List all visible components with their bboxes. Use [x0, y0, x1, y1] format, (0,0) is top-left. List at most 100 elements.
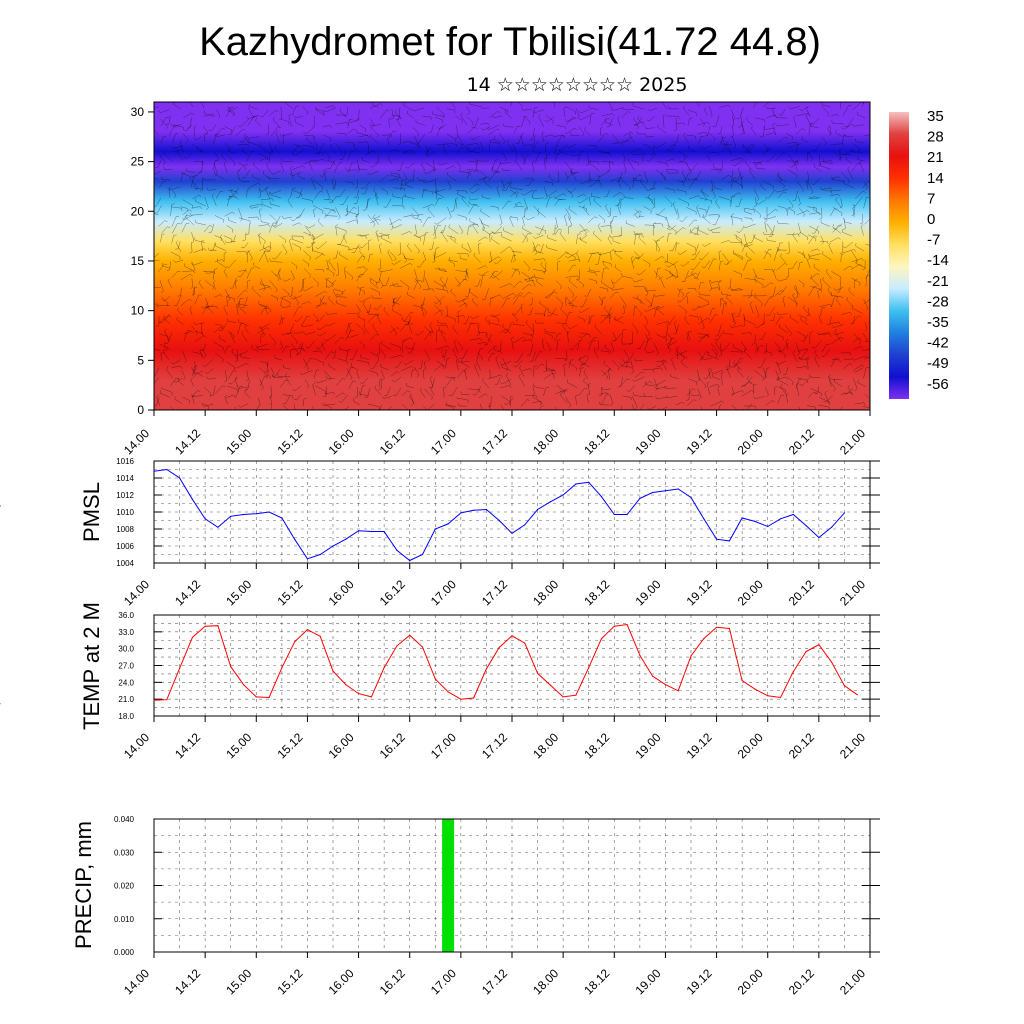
- pmsl-point: [805, 525, 807, 527]
- heatmap-x-tick-label: 19.00: [632, 426, 663, 457]
- pmsl-x-tick-label: 18.12: [581, 577, 612, 608]
- temp-point: [421, 646, 424, 648]
- colorbar-label: 28: [927, 129, 944, 146]
- pmsl-point: [166, 468, 168, 471]
- pmsl-point: [153, 470, 155, 472]
- temp-point: [537, 672, 539, 675]
- heatmap-y-tick-label: 25: [131, 155, 145, 169]
- heatmap-warm-cells: [172, 350, 847, 410]
- heatmap-x-tick-label: 18.12: [581, 426, 612, 457]
- temp-point: [434, 678, 436, 680]
- temp-point: [741, 680, 743, 682]
- pmsl-point: [345, 538, 347, 540]
- pmsl-point: [447, 523, 449, 525]
- pmsl-y-tick-label: 1014: [116, 474, 134, 483]
- temp-point: [204, 625, 206, 627]
- pmsl-point: [792, 513, 794, 516]
- pmsl-point: [473, 509, 475, 511]
- colorbar-label: -21: [927, 273, 949, 290]
- page-subtitle: 14 ☆☆☆☆☆☆☆☆ 2025: [467, 74, 688, 96]
- precip-x-tick-label: 15.00: [223, 966, 254, 997]
- precip-y-axis: 0.040 0.030 0.020 0.010 0.000: [114, 815, 880, 957]
- pmsl-point: [255, 513, 257, 515]
- pmsl-point: [779, 518, 782, 520]
- temp-point: [779, 696, 782, 699]
- temp-point: [485, 668, 487, 670]
- colorbar-label: 0: [927, 211, 935, 228]
- precip-x-tick-label: 21.00: [837, 966, 868, 997]
- temp-point: [447, 691, 449, 693]
- temp-point: [703, 638, 705, 640]
- heatmap-x-tick-label: 17.00: [428, 426, 459, 457]
- temp-point: [358, 693, 360, 695]
- temp-x-tick-label: 15.12: [274, 730, 305, 761]
- temp-x-tick-label: 15.00: [223, 730, 254, 761]
- temp-panel: 36.033.030.027.024.021.018.0 14.00 14.12 1…: [0, 602, 880, 761]
- temp-point: [332, 670, 334, 672]
- pmsl-x-tick-label: 17.00: [428, 577, 459, 608]
- heatmap-y-tick-label: 30: [131, 105, 145, 119]
- colorbar-labels: 35 28 21 14 7 0 -7 -14 -21 -28 -35 -42 -49 -56: [927, 108, 949, 393]
- warm-cell: [377, 350, 438, 410]
- precip-x-tick-label: 14.00: [121, 966, 152, 997]
- temp-point: [677, 690, 679, 692]
- heatmap-x-tick-label: 17.12: [479, 426, 510, 457]
- heatmap-y-axis: 0 5 10 15 20 25 30: [131, 105, 154, 417]
- temp-point: [767, 695, 769, 697]
- colorbar-label: -56: [927, 376, 949, 393]
- pmsl-series: [0, 468, 846, 562]
- pmsl-x-tick-label: 19.00: [632, 577, 663, 608]
- pmsl-line: [153, 468, 845, 562]
- temp-y-tick-label: 27.0: [118, 662, 134, 671]
- temp-point: [281, 667, 283, 669]
- temp-point: [626, 623, 628, 626]
- heatmap-x-tick-label: 14.00: [121, 426, 152, 457]
- pmsl-point: [639, 497, 641, 499]
- pmsl-point: [575, 483, 577, 485]
- precip-y-tick-label: 0.020: [114, 882, 135, 891]
- precip-bars: [442, 819, 455, 952]
- temp-point: [549, 684, 552, 686]
- temp-point: [562, 696, 564, 698]
- wind-barbs: [154, 102, 870, 410]
- temp-point: [242, 684, 245, 686]
- pmsl-point: [716, 538, 718, 540]
- temp-y-axis: 36.0 33.0 30.0 27.0 24.0 21.0 18.0: [118, 611, 880, 721]
- pmsl-x-tick-label: 14.12: [172, 577, 203, 608]
- temp-point: [0, 703, 1, 705]
- colorbar-label: -28: [927, 293, 949, 310]
- temp-point: [460, 698, 462, 700]
- temp-point: [294, 641, 296, 643]
- temp-point: [179, 667, 181, 669]
- pmsl-point: [728, 540, 731, 542]
- pmsl-point: [242, 513, 245, 516]
- pmsl-x-tick-label: 14.00: [121, 577, 152, 608]
- pmsl-grid: [153, 460, 871, 564]
- temp-y-tick-label: 36.0: [118, 611, 134, 620]
- temp-point: [524, 642, 526, 644]
- temp-point: [396, 645, 398, 647]
- precip-y-label: PRECIP, mm: [71, 821, 96, 949]
- pmsl-x-axis: 14.00 14.12 15.00 15.12 16.00 16.12 17.00 17.12…: [121, 563, 871, 608]
- precip-panel: 0.040 0.030 0.020 0.010 0.000 14.00 14.12 15.0…: [71, 815, 880, 997]
- wind-barb-field: [154, 102, 870, 410]
- precip-grid: [153, 818, 871, 953]
- precip-x-tick-label: 19.00: [632, 966, 663, 997]
- temp-y-tick-label: 18.0: [118, 712, 134, 721]
- colorbar-label: -42: [927, 335, 949, 352]
- heatmap-x-tick-label: 18.00: [530, 426, 561, 457]
- pmsl-point: [754, 520, 756, 523]
- heatmap-x-tick-label: 20.12: [786, 426, 817, 457]
- warm-cell: [172, 350, 233, 410]
- pmsl-point: [843, 512, 846, 514]
- heatmap-y-tick-label: 15: [131, 254, 145, 268]
- temp-point: [345, 684, 347, 686]
- pmsl-x-tick-label: 15.12: [274, 577, 305, 608]
- pmsl-point: [191, 498, 193, 500]
- precip-x-tick-label: 20.12: [786, 966, 817, 997]
- pmsl-point: [383, 530, 385, 533]
- colorbar-label: 14: [927, 170, 944, 187]
- colorbar-label: -7: [927, 232, 940, 249]
